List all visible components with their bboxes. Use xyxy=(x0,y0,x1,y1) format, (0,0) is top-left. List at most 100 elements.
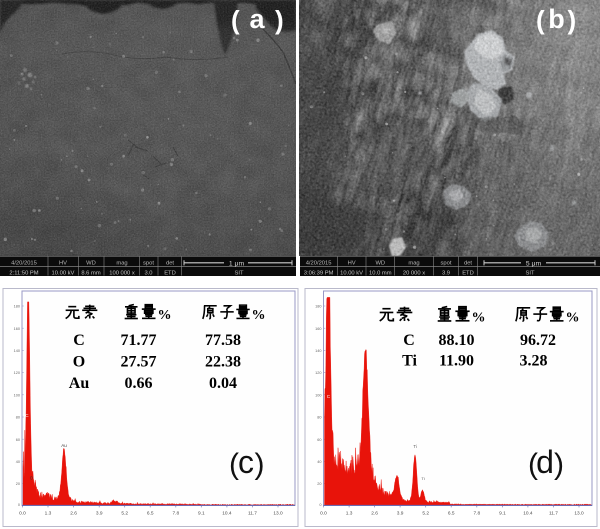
svg-text:160: 160 xyxy=(315,327,321,331)
svg-text:4/20/2015: 4/20/2015 xyxy=(306,260,332,266)
svg-text:10.0 mm: 10.0 mm xyxy=(369,270,392,276)
svg-text:100: 100 xyxy=(14,393,20,397)
svg-text:20 000 x: 20 000 x xyxy=(403,270,425,276)
svg-text:O: O xyxy=(73,354,85,371)
svg-text:det: det xyxy=(464,260,472,266)
svg-text:10.4: 10.4 xyxy=(222,511,232,517)
svg-text:96.72: 96.72 xyxy=(520,332,556,349)
svg-text:HV: HV xyxy=(348,260,356,266)
svg-text:80: 80 xyxy=(317,416,321,420)
svg-text:9.1: 9.1 xyxy=(198,511,205,517)
svg-text:(: ( xyxy=(528,448,538,481)
svg-text:13.0: 13.0 xyxy=(574,511,584,517)
svg-text:HV: HV xyxy=(59,260,67,266)
svg-text:%: % xyxy=(252,308,266,323)
svg-text:11.7: 11.7 xyxy=(248,511,257,517)
svg-text:40: 40 xyxy=(16,460,20,464)
svg-text:2:11:50 PM: 2:11:50 PM xyxy=(9,270,38,276)
svg-text:40: 40 xyxy=(317,460,321,464)
svg-text:4/20/2015: 4/20/2015 xyxy=(11,260,37,266)
svg-text:13.0: 13.0 xyxy=(273,511,283,517)
svg-text:5.2: 5.2 xyxy=(422,511,429,517)
svg-text:c: c xyxy=(238,444,254,480)
svg-text:3.9: 3.9 xyxy=(397,511,404,517)
svg-text:Ti: Ti xyxy=(421,476,424,481)
svg-text:180: 180 xyxy=(14,305,20,309)
svg-text:120: 120 xyxy=(315,371,321,375)
svg-text:det: det xyxy=(166,260,174,266)
svg-text:60: 60 xyxy=(16,438,20,442)
svg-text:2.6: 2.6 xyxy=(371,511,378,517)
svg-text:Au: Au xyxy=(61,443,67,448)
svg-text:1.3: 1.3 xyxy=(45,511,52,517)
svg-text:mag: mag xyxy=(408,260,419,266)
svg-text:5.2: 5.2 xyxy=(121,511,128,517)
svg-text:0.66: 0.66 xyxy=(125,375,153,392)
svg-text:0: 0 xyxy=(18,503,20,507)
svg-text:(: ( xyxy=(536,5,545,35)
svg-text:C: C xyxy=(403,332,415,349)
svg-text:1.3: 1.3 xyxy=(346,511,353,517)
svg-text:): ) xyxy=(275,5,284,35)
svg-text:140: 140 xyxy=(14,349,20,353)
svg-text:22.38: 22.38 xyxy=(205,354,241,371)
svg-text:1 μm: 1 μm xyxy=(229,260,245,267)
svg-text:6.5: 6.5 xyxy=(147,511,154,517)
svg-text:20: 20 xyxy=(16,482,20,486)
svg-text:6.5: 6.5 xyxy=(448,511,455,517)
svg-text:80: 80 xyxy=(16,416,20,420)
svg-text:spot: spot xyxy=(143,260,154,266)
svg-text:88.10: 88.10 xyxy=(439,332,475,349)
svg-text:100: 100 xyxy=(315,393,321,397)
svg-text:120: 120 xyxy=(14,371,20,375)
svg-text:C: C xyxy=(327,394,331,399)
svg-text:spot: spot xyxy=(441,260,452,266)
svg-text:Au: Au xyxy=(69,375,90,392)
svg-text:d: d xyxy=(536,444,554,480)
svg-text:WD: WD xyxy=(375,260,385,266)
svg-text:C: C xyxy=(25,413,29,418)
svg-text:(: ( xyxy=(229,448,239,481)
svg-text:0: 0 xyxy=(319,503,321,507)
svg-text:3:06:39 PM: 3:06:39 PM xyxy=(304,270,334,276)
svg-text:): ) xyxy=(568,5,577,35)
svg-text:71.77: 71.77 xyxy=(121,332,157,349)
svg-text:SIT: SIT xyxy=(525,270,534,276)
svg-text:Ti: Ti xyxy=(413,444,416,449)
svg-text:0.0: 0.0 xyxy=(320,511,327,517)
svg-text:11.7: 11.7 xyxy=(549,511,558,517)
svg-text:2.6: 2.6 xyxy=(70,511,77,517)
svg-text:WD: WD xyxy=(86,260,96,266)
svg-text:(: ( xyxy=(231,5,240,35)
svg-text:%: % xyxy=(472,311,486,326)
svg-text:b: b xyxy=(548,4,565,34)
svg-text:160: 160 xyxy=(14,327,20,331)
svg-text:140: 140 xyxy=(315,349,321,353)
svg-text:ETD: ETD xyxy=(462,270,474,276)
svg-text:10.4: 10.4 xyxy=(523,511,533,517)
svg-text:): ) xyxy=(554,448,564,481)
svg-text:7.8: 7.8 xyxy=(473,511,480,517)
svg-text:0.04: 0.04 xyxy=(209,375,237,392)
svg-text:10.00 kV: 10.00 kV xyxy=(340,270,363,276)
svg-text:5 μm: 5 μm xyxy=(526,260,542,267)
svg-text:%: % xyxy=(566,311,580,326)
svg-text:180: 180 xyxy=(315,305,321,309)
svg-text:%: % xyxy=(158,308,172,323)
svg-text:11.90: 11.90 xyxy=(439,353,474,370)
svg-text:20: 20 xyxy=(317,482,321,486)
svg-text:0.0: 0.0 xyxy=(19,511,26,517)
svg-text:7.8: 7.8 xyxy=(172,511,179,517)
svg-text:a: a xyxy=(249,4,265,34)
svg-text:C: C xyxy=(73,332,85,349)
svg-text:8.6 mm: 8.6 mm xyxy=(81,270,100,276)
svg-text:Ti: Ti xyxy=(402,353,417,370)
svg-text:O: O xyxy=(30,476,34,481)
svg-text:ETD: ETD xyxy=(164,270,176,276)
svg-text:3.0: 3.0 xyxy=(144,270,152,276)
svg-text:SIT: SIT xyxy=(234,270,243,276)
svg-text:mag: mag xyxy=(116,260,127,266)
svg-text:27.57: 27.57 xyxy=(121,354,157,371)
svg-text:3.9: 3.9 xyxy=(442,270,450,276)
svg-text:60: 60 xyxy=(317,438,321,442)
